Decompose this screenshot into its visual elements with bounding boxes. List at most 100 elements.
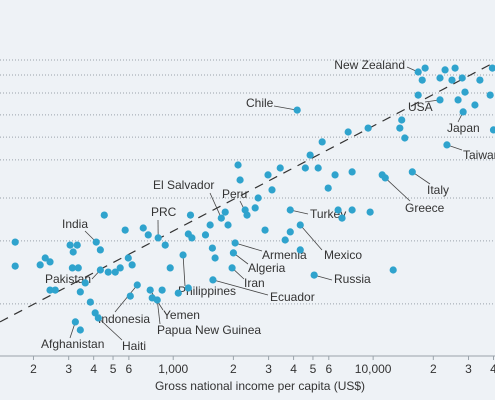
leader-line bbox=[212, 279, 269, 296]
point-label: Peru bbox=[222, 187, 247, 201]
point bbox=[436, 74, 444, 82]
point bbox=[217, 214, 225, 222]
point-label: Ecuador bbox=[270, 290, 315, 304]
point bbox=[296, 221, 304, 229]
point bbox=[36, 261, 44, 269]
x-tick-label: 3 bbox=[265, 362, 272, 376]
point bbox=[104, 268, 112, 276]
point bbox=[209, 276, 217, 284]
point bbox=[471, 101, 479, 109]
trend-line bbox=[0, 61, 495, 323]
point bbox=[324, 184, 332, 192]
point bbox=[96, 266, 104, 274]
point bbox=[126, 292, 134, 300]
point-label: PRC bbox=[151, 205, 177, 219]
point bbox=[121, 226, 129, 234]
point bbox=[396, 124, 404, 132]
point bbox=[186, 211, 195, 219]
point bbox=[489, 126, 495, 134]
point-label: El Salvador bbox=[153, 178, 214, 192]
point bbox=[124, 254, 132, 262]
point bbox=[389, 266, 397, 274]
point bbox=[398, 116, 406, 124]
point bbox=[408, 168, 416, 176]
point-label: Papua New Guinea bbox=[157, 323, 261, 337]
point bbox=[414, 91, 422, 99]
point-label: Armenia bbox=[262, 248, 307, 262]
point bbox=[116, 264, 124, 272]
point-label: USA bbox=[408, 100, 433, 114]
point-label: Taiwan bbox=[463, 148, 495, 162]
point bbox=[211, 254, 219, 262]
point bbox=[208, 244, 216, 252]
point-label: Greece bbox=[405, 201, 445, 215]
point-label: Indonesia bbox=[98, 312, 150, 326]
point bbox=[251, 204, 259, 212]
point bbox=[310, 271, 318, 279]
point bbox=[451, 64, 459, 72]
point bbox=[73, 241, 81, 249]
x-tick-label: 6 bbox=[126, 362, 133, 376]
point bbox=[229, 249, 237, 257]
point bbox=[161, 241, 169, 249]
point-label: Haiti bbox=[122, 339, 146, 353]
point bbox=[241, 206, 249, 214]
leader-line bbox=[114, 284, 138, 313]
point bbox=[146, 286, 154, 294]
point bbox=[476, 76, 484, 84]
x-tick-label: 5 bbox=[110, 362, 117, 376]
point bbox=[68, 264, 76, 272]
point-label: Mexico bbox=[324, 248, 362, 262]
x-tick-label: 3 bbox=[65, 362, 72, 376]
point bbox=[11, 238, 19, 246]
point bbox=[224, 221, 232, 229]
leader-line bbox=[384, 177, 411, 202]
point bbox=[81, 279, 89, 287]
point bbox=[231, 239, 239, 247]
point bbox=[344, 128, 352, 136]
x-tick-label: 4 bbox=[90, 362, 97, 376]
point bbox=[148, 294, 156, 302]
point bbox=[174, 289, 182, 297]
x-tick-label: 4 bbox=[490, 362, 495, 376]
point-label: New Zealand bbox=[334, 58, 405, 72]
point bbox=[461, 88, 469, 96]
point bbox=[179, 251, 187, 259]
point bbox=[46, 286, 54, 294]
point bbox=[188, 234, 196, 242]
point-label: Russia bbox=[334, 272, 371, 286]
point-label: Pakistan bbox=[45, 272, 91, 286]
point bbox=[86, 298, 94, 306]
x-tick-label: 10,000 bbox=[355, 362, 392, 376]
point bbox=[69, 248, 77, 256]
point bbox=[286, 206, 294, 214]
point bbox=[236, 176, 244, 184]
point bbox=[91, 309, 99, 317]
x-tick-label: 2 bbox=[230, 362, 237, 376]
point bbox=[443, 141, 451, 149]
point bbox=[378, 171, 386, 179]
point bbox=[139, 224, 147, 232]
point bbox=[366, 208, 374, 216]
point-label: Afghanistan bbox=[41, 337, 104, 351]
point bbox=[166, 264, 174, 272]
point bbox=[296, 246, 304, 254]
point bbox=[401, 134, 409, 142]
point bbox=[264, 171, 272, 179]
point-label: Algeria bbox=[248, 261, 286, 275]
leader-line bbox=[235, 242, 263, 252]
point bbox=[184, 284, 192, 292]
point bbox=[254, 194, 262, 202]
point bbox=[144, 231, 152, 239]
point bbox=[418, 76, 426, 84]
point bbox=[293, 106, 301, 114]
point bbox=[338, 214, 346, 222]
point bbox=[51, 286, 59, 294]
point bbox=[421, 64, 429, 72]
point bbox=[92, 238, 100, 246]
leader-line bbox=[299, 224, 323, 251]
point-label: Yemen bbox=[163, 308, 200, 322]
point bbox=[46, 258, 54, 266]
point-label: Chile bbox=[246, 96, 274, 110]
